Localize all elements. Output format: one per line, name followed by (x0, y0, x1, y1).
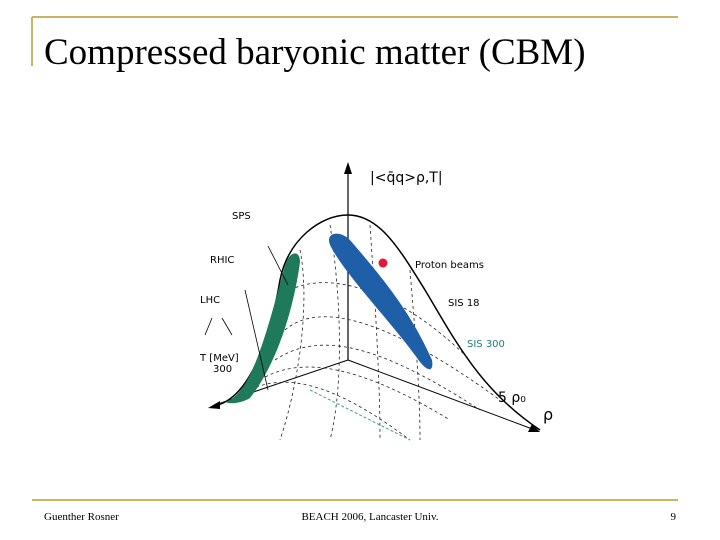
label: ρ (543, 405, 553, 424)
label: 5 ρ₀ (498, 390, 526, 406)
axis-label: |<q̄q>ρ,T| (370, 170, 443, 186)
arrow (208, 401, 220, 409)
label: SPS (232, 211, 251, 222)
label: SIS 300 (467, 339, 505, 350)
baseline (309, 389, 411, 441)
pointer (221, 317, 233, 336)
label: RHIC (210, 255, 234, 266)
page-number: 9 (671, 511, 677, 523)
pointer (204, 317, 213, 336)
grid-lines (279, 224, 421, 441)
label: Proton beams (415, 260, 484, 271)
footer-author: Guenther Rosner (44, 511, 119, 523)
proton-point (378, 258, 388, 268)
sis-region (329, 233, 433, 370)
rhic-lhc-region (225, 253, 300, 404)
phase-diagram: |<q̄q>ρ,T| SPS RHIC LHC Proton beams SIS… (199, 162, 553, 441)
label: 300 (213, 364, 232, 375)
pointer (244, 289, 269, 391)
arrow (528, 424, 540, 432)
rho-axis (347, 359, 536, 431)
label: SIS 18 (448, 298, 480, 309)
pointer (267, 245, 289, 286)
label: T [MeV] (199, 353, 239, 364)
grid-lines (239, 282, 501, 441)
slide-title: Compressed baryonic matter (CBM) (44, 32, 586, 73)
footer-event: BEACH 2006, Lancaster Univ. (301, 511, 438, 523)
arrow (344, 162, 352, 174)
label: LHC (200, 295, 220, 306)
